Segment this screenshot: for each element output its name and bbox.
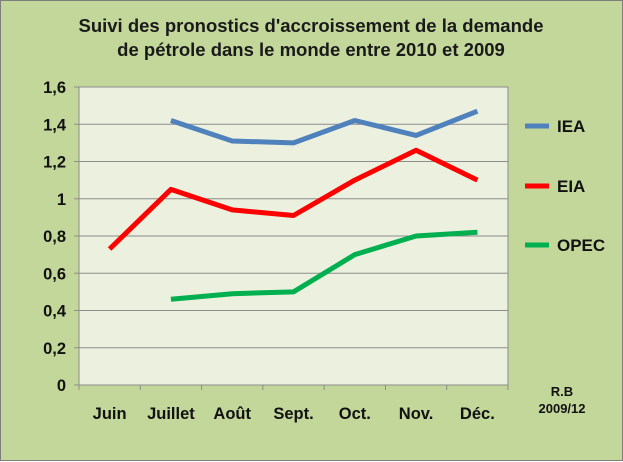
y-tick-label: 0,8 (43, 228, 66, 246)
y-tick-label: 1,4 (43, 116, 67, 134)
y-axis-ticks: 0 0,2 0,4 0,6 0,8 1 1,2 1,4 1,6 (43, 79, 67, 395)
credit-line-2: 2009/12 (539, 401, 586, 416)
series-line-opec (170, 229, 478, 302)
legend-label-opec: OPEC (557, 236, 605, 255)
x-tick-label: Août (213, 405, 251, 423)
y-tick-label: 1,6 (43, 79, 66, 97)
x-tick-label: Nov. (399, 405, 434, 423)
y-tick-label: 0,2 (43, 340, 66, 358)
chart-title-line-1: Suivi des pronostics d'accroissement de … (78, 15, 543, 36)
y-tick-label: 0,4 (43, 303, 67, 321)
gridlines (74, 86, 509, 390)
credit-line-1: R.B (551, 384, 573, 399)
x-tick-label: Juillet (147, 405, 195, 423)
x-tick-label: Déc. (460, 405, 495, 423)
legend: IEA EIA OPEC (525, 117, 605, 255)
x-tick-label: Sept. (273, 405, 313, 423)
series-line-eia (107, 147, 479, 251)
legend-label-iea: IEA (557, 117, 585, 136)
x-tick-label: Juin (93, 405, 127, 423)
y-tick-label: 1 (57, 191, 66, 209)
chart-title-line-2: de pétrole dans le monde entre 2010 et 2… (117, 39, 505, 60)
series-line-iea (170, 108, 479, 146)
x-axis-ticks: Juin Juillet Août Sept. Oct. Nov. Déc. (93, 405, 495, 423)
legend-label-eia: EIA (557, 177, 585, 196)
x-tick-label: Oct. (339, 405, 371, 423)
y-tick-label: 0 (57, 377, 66, 395)
y-tick-label: 1,2 (43, 154, 66, 172)
y-tick-label: 0,6 (43, 265, 66, 283)
series-lines (107, 108, 479, 302)
